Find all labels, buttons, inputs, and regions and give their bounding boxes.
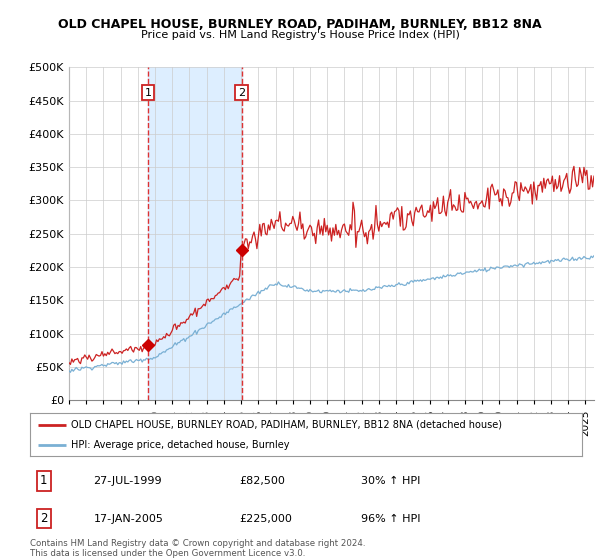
Text: 17-JAN-2005: 17-JAN-2005 [94,514,163,524]
Text: 2: 2 [40,512,47,525]
Text: 1: 1 [40,474,47,487]
Text: HPI: Average price, detached house, Burnley: HPI: Average price, detached house, Burn… [71,441,290,450]
Text: 2: 2 [238,87,245,97]
Text: Contains HM Land Registry data © Crown copyright and database right 2024.
This d: Contains HM Land Registry data © Crown c… [30,539,365,558]
Text: 27-JUL-1999: 27-JUL-1999 [94,476,162,486]
Text: £225,000: £225,000 [240,514,293,524]
Text: 30% ↑ HPI: 30% ↑ HPI [361,476,421,486]
Text: OLD CHAPEL HOUSE, BURNLEY ROAD, PADIHAM, BURNLEY, BB12 8NA: OLD CHAPEL HOUSE, BURNLEY ROAD, PADIHAM,… [58,18,542,31]
Text: £82,500: £82,500 [240,476,286,486]
Text: 1: 1 [145,87,151,97]
Text: 96% ↑ HPI: 96% ↑ HPI [361,514,421,524]
Bar [148,67,242,400]
Text: Price paid vs. HM Land Registry's House Price Index (HPI): Price paid vs. HM Land Registry's House … [140,30,460,40]
Text: OLD CHAPEL HOUSE, BURNLEY ROAD, PADIHAM, BURNLEY, BB12 8NA (detached house): OLD CHAPEL HOUSE, BURNLEY ROAD, PADIHAM,… [71,420,502,430]
